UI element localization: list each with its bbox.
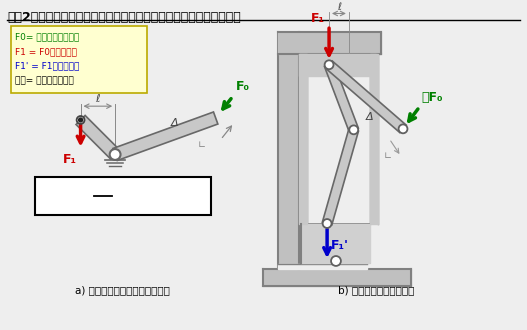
Text: 力F₀: 力F₀ (422, 91, 443, 104)
Text: ∟: ∟ (383, 150, 392, 160)
Text: F₁: F₁ (63, 152, 76, 166)
Text: ℓ: ℓ (337, 2, 341, 12)
Text: （= プレス加工力）: （= プレス加工力） (15, 77, 73, 85)
Text: F₁: F₁ (311, 12, 325, 25)
Text: Δ: Δ (366, 112, 373, 122)
Polygon shape (76, 115, 120, 159)
Circle shape (325, 60, 334, 69)
Circle shape (76, 116, 84, 124)
Text: F₁ =: F₁ = (52, 189, 89, 203)
Text: F0= 手動プレス操作力: F0= 手動プレス操作力 (15, 32, 79, 41)
FancyBboxPatch shape (35, 177, 211, 214)
Text: Δ: Δ (170, 118, 178, 128)
Polygon shape (278, 264, 367, 269)
Polygon shape (370, 54, 378, 224)
Circle shape (331, 256, 341, 266)
Polygon shape (278, 32, 299, 269)
Circle shape (79, 118, 83, 122)
Polygon shape (299, 54, 376, 76)
Text: ∟: ∟ (198, 140, 206, 150)
Polygon shape (299, 54, 307, 224)
Polygon shape (325, 63, 358, 132)
Text: a) ベルクランク倍力メカニズム: a) ベルクランク倍力メカニズム (74, 285, 170, 295)
Circle shape (398, 124, 407, 133)
Text: F1 = F0の倍力作用: F1 = F0の倍力作用 (15, 47, 76, 56)
Text: F₀: F₀ (114, 189, 134, 203)
Polygon shape (323, 128, 358, 225)
Text: ℓ: ℓ (101, 203, 105, 213)
Circle shape (349, 125, 358, 134)
Text: b) 手動プレス機への応用: b) 手動プレス機への応用 (338, 285, 415, 295)
Text: 【図2】ベルクランクとトグルジョイントクランクによる倍力機構例: 【図2】ベルクランクとトグルジョイントクランクによる倍力機構例 (7, 11, 241, 23)
Text: F₀: F₀ (236, 80, 250, 92)
Polygon shape (301, 224, 370, 263)
Text: F₁': F₁' (331, 239, 349, 252)
Circle shape (323, 219, 331, 228)
Polygon shape (326, 61, 406, 133)
Text: Δ: Δ (100, 178, 107, 188)
Circle shape (110, 149, 121, 160)
FancyBboxPatch shape (11, 26, 147, 93)
Polygon shape (113, 112, 218, 160)
Text: F1' = F1の反作用力: F1' = F1の反作用力 (15, 62, 79, 71)
Polygon shape (278, 32, 382, 54)
Text: ℓ: ℓ (95, 94, 100, 104)
Polygon shape (263, 269, 411, 286)
